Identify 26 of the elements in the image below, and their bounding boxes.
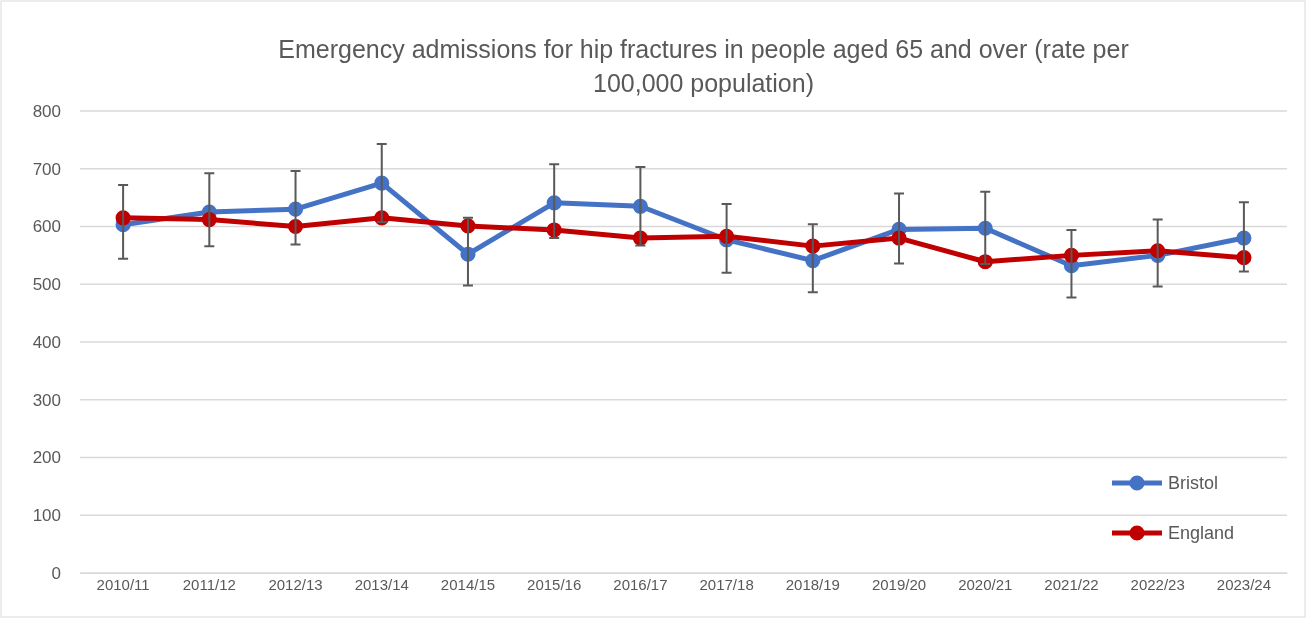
x-tick-label: 2017/18 (699, 576, 754, 593)
y-tick-label: 700 (32, 159, 61, 179)
y-tick-label: 200 (32, 448, 61, 468)
x-tick-label: 2015/16 (527, 576, 582, 593)
x-tick-label: 2013/14 (354, 576, 409, 593)
x-tick-label: 2014/15 (440, 576, 496, 593)
x-tick-label: 2018/19 (785, 576, 840, 593)
x-tick-label: 2016/17 (613, 576, 668, 593)
x-tick-label: 2021/22 (1044, 576, 1099, 593)
x-tick-label: 2011/12 (182, 576, 236, 593)
y-tick-label: 0 (51, 563, 61, 583)
x-tick-label: 2022/23 (1130, 576, 1185, 593)
x-tick-label: 2023/24 (1216, 576, 1272, 593)
legend-label: Bristol (1168, 473, 1219, 494)
y-tick-label: 100 (32, 506, 61, 526)
x-tick-label: 2019/20 (871, 576, 927, 593)
y-tick-label: 400 (32, 332, 61, 352)
y-tick-label: 500 (32, 275, 61, 295)
x-tick-label: 2020/21 (958, 576, 1013, 593)
y-tick-label: 600 (32, 217, 61, 237)
x-tick-label: 2012/13 (268, 576, 323, 593)
legend-label: England (1168, 523, 1235, 544)
x-tick-label: 2010/11 (96, 576, 150, 593)
y-tick-label: 300 (32, 390, 61, 410)
y-tick-label: 800 (32, 101, 61, 121)
chart-title: Emergency admissions for hip fractures in people aged 65 and over (rate per 100,000 population) (278, 35, 1129, 97)
